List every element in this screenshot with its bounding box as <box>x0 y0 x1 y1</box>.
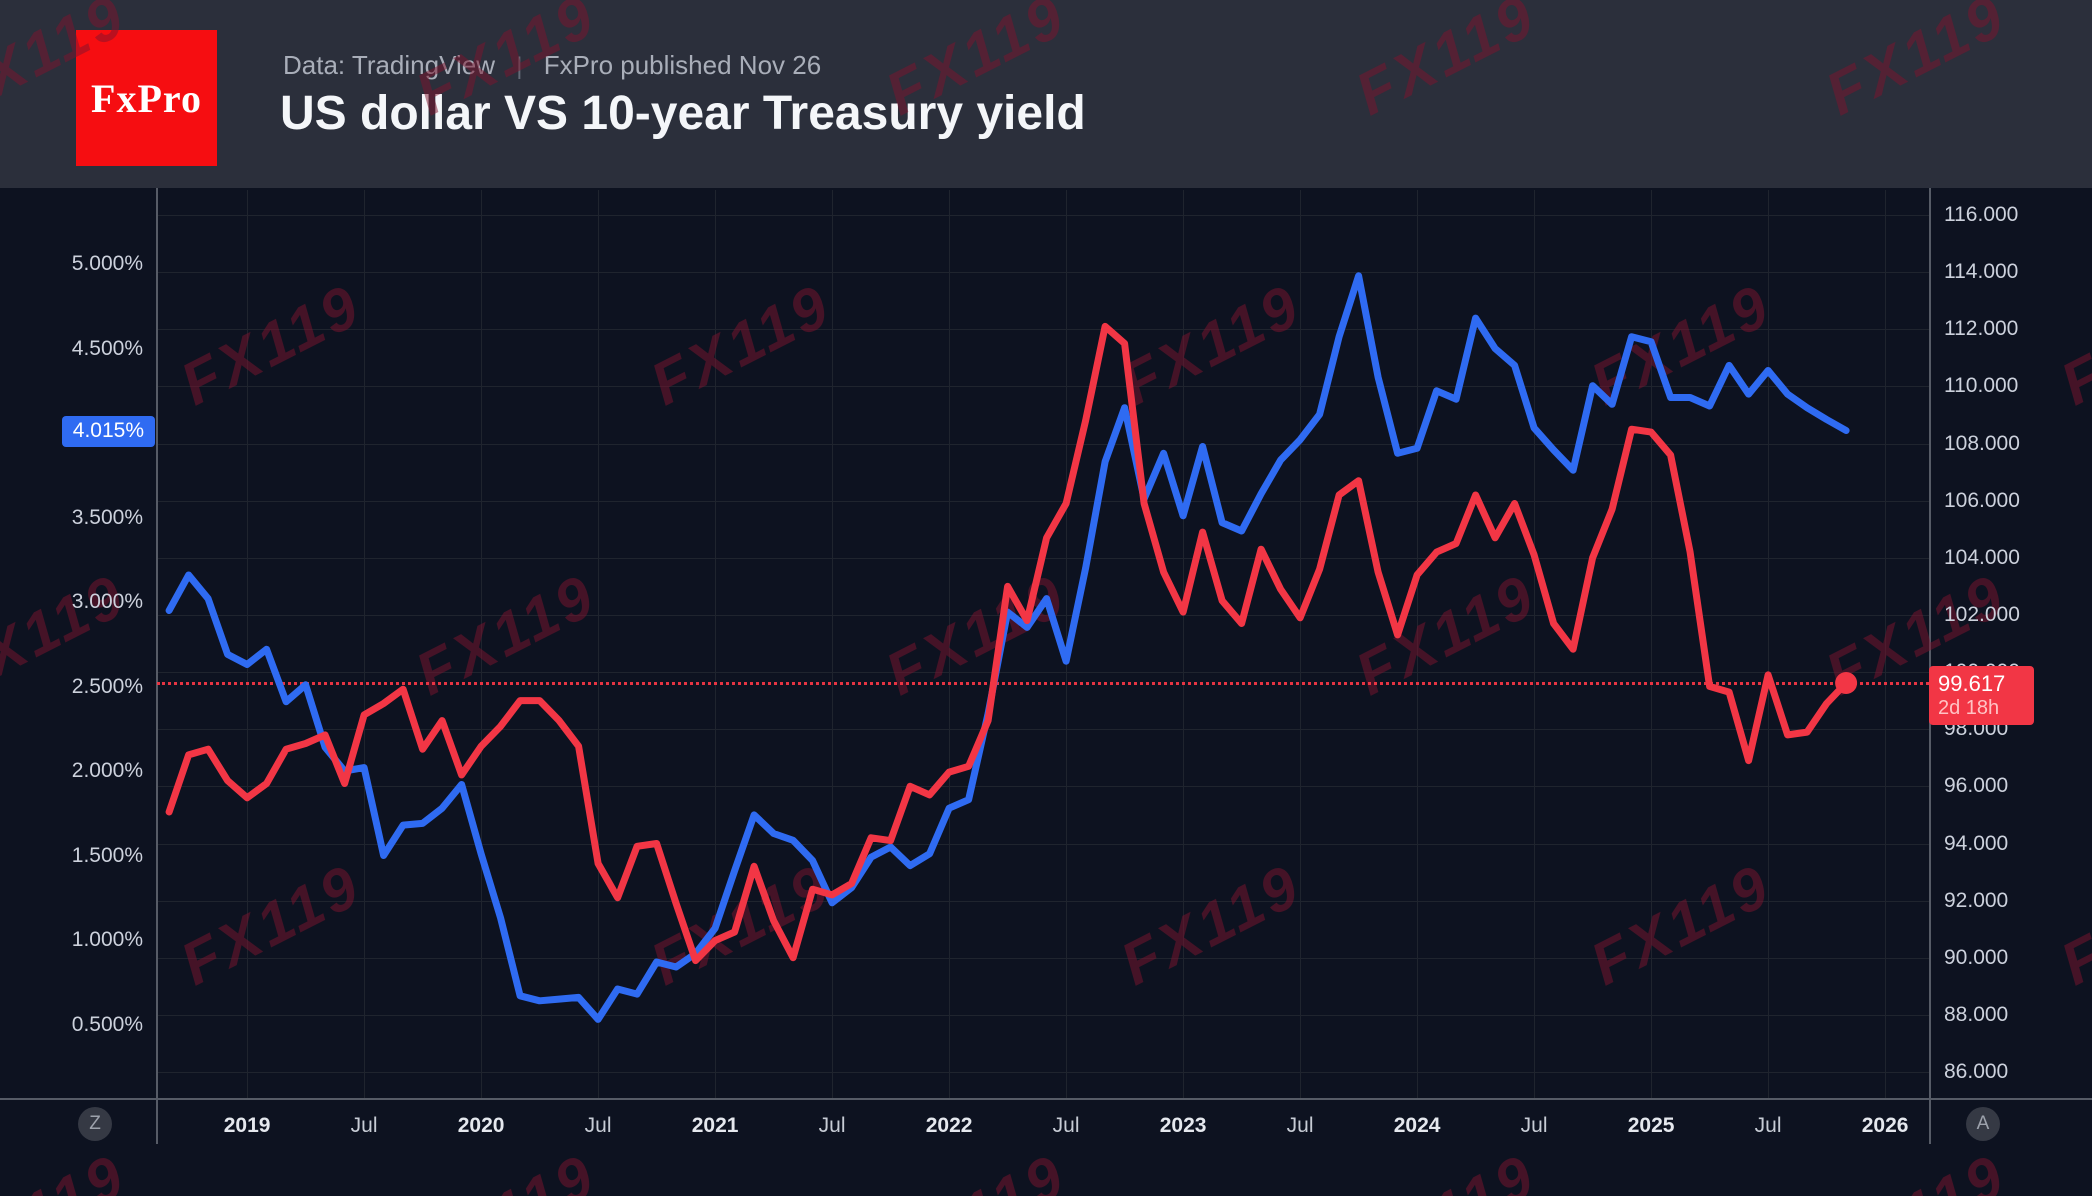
horizontal-gridline <box>157 386 1930 388</box>
right-axis-tick: 116.000 <box>1944 203 2019 226</box>
time-axis-line[interactable] <box>0 1098 2092 1100</box>
time-axis-tick: Jul <box>1052 1114 1080 1137</box>
vertical-gridline <box>1300 190 1302 1098</box>
current-price-dotted-line <box>157 681 1929 685</box>
right-axis-tick: 94.000 <box>1944 831 2009 855</box>
right-axis-tick: 112.000 <box>1944 317 2019 341</box>
last-price-dot <box>1835 672 1858 694</box>
vertical-gridline <box>247 190 249 1098</box>
vertical-gridline <box>1885 190 1887 1098</box>
vertical-gridline <box>715 190 717 1098</box>
right-axis-tick: 104.000 <box>1944 545 2020 569</box>
right-axis-tick: 114.000 <box>1944 260 2019 284</box>
horizontal-gridline <box>157 843 1930 845</box>
horizontal-gridline <box>157 672 1930 674</box>
right-axis-tick: 88.000 <box>1944 1002 2009 1026</box>
treasury-yield-line[interactable] <box>165 272 1850 1023</box>
separator: | <box>516 53 523 80</box>
zoom-reset-button-label: Z <box>89 1113 101 1134</box>
time-axis-tick: Jul <box>818 1114 846 1137</box>
right-axis-tick: 90.000 <box>1944 945 2009 969</box>
left-axis-tick: 0.500% <box>71 1012 143 1036</box>
vertical-gridline <box>364 190 366 1098</box>
right-axis-tick: 96.000 <box>1944 774 2009 798</box>
vertical-gridline <box>598 190 600 1098</box>
chart-title: US dollar VS 10-year Treasury yield <box>280 87 1086 140</box>
vertical-gridline <box>1534 190 1536 1098</box>
yield-current-price-value: 4.015% <box>72 419 144 442</box>
dxy-countdown: 2d 18h <box>1938 697 2000 719</box>
dollar-index-line[interactable] <box>165 322 1850 965</box>
left-axis-tick: 1.500% <box>71 843 143 867</box>
horizontal-gridline <box>157 443 1930 445</box>
vertical-gridline <box>1417 190 1419 1098</box>
time-axis-tick: Jul <box>1286 1114 1314 1137</box>
vertical-gridline <box>481 190 483 1098</box>
time-axis-tick: 2019 <box>223 1114 271 1137</box>
horizontal-gridline <box>157 1072 1930 1073</box>
right-axis-tick: 106.000 <box>1944 488 2020 512</box>
time-axis-tick: Jul <box>350 1114 378 1137</box>
right-axis-tick: 86.000 <box>1944 1060 2009 1083</box>
horizontal-gridline <box>157 614 1930 616</box>
time-axis-tick: Jul <box>1520 1114 1548 1137</box>
time-axis-tick: 2021 <box>691 1114 739 1137</box>
horizontal-gridline <box>157 215 1930 216</box>
right-axis-tick: 92.000 <box>1944 888 2009 912</box>
left-axis-tick: 5.000% <box>71 252 143 275</box>
left-axis-tick: 1.000% <box>71 928 143 951</box>
time-axis-tick: Jul <box>584 1114 612 1137</box>
horizontal-gridline <box>157 272 1930 274</box>
fxpro-logo-text: FxPro <box>91 75 202 121</box>
horizontal-gridline <box>157 500 1930 502</box>
horizontal-gridline <box>157 957 1930 959</box>
time-axis-tick: 2024 <box>1393 1114 1441 1137</box>
horizontal-gridline <box>157 729 1930 731</box>
horizontal-gridline <box>157 900 1930 902</box>
fxpro-logo: FxPro <box>76 30 217 166</box>
header-bar: FxPro Data: TradingView | FxPro publishe… <box>0 0 2092 188</box>
vertical-gridline <box>1768 190 1770 1098</box>
horizontal-gridline <box>157 1014 1930 1016</box>
left-axis-tick: 4.500% <box>71 336 143 360</box>
auto-scale-button[interactable]: A <box>1966 1107 2000 1141</box>
auto-scale-button-label: A <box>1976 1113 1990 1134</box>
left-axis-tick: 3.000% <box>71 590 143 613</box>
right-axis-tick: 110.000 <box>1944 374 2019 398</box>
published-text: FxPro published Nov 26 <box>543 50 822 80</box>
time-axis-tick: Jul <box>1754 1114 1782 1137</box>
dxy-current-price-value: 99.617 <box>1938 671 2006 696</box>
time-axis-tick: 2023 <box>1159 1114 1207 1137</box>
zoom-reset-button[interactable]: Z <box>78 1107 112 1141</box>
left-axis-tick: 2.500% <box>71 674 143 698</box>
right-axis-tick: 102.000 <box>1944 602 2020 626</box>
left-axis-tick: 2.000% <box>71 759 143 782</box>
yield-current-price-label: 4.015% <box>61 415 155 447</box>
time-axis-tick: 2025 <box>1627 1114 1675 1137</box>
time-axis-tick: 2026 <box>1861 1114 1909 1137</box>
left-axis-tick: 3.500% <box>71 505 143 529</box>
right-axis-tick: 108.000 <box>1944 431 2020 455</box>
vertical-gridline <box>1651 190 1653 1098</box>
left-price-axis-line[interactable] <box>156 188 158 1144</box>
time-axis-tick: 2022 <box>925 1114 973 1137</box>
time-axis-tick: 2020 <box>457 1114 505 1137</box>
horizontal-gridline <box>157 786 1930 788</box>
vertical-gridline <box>1183 190 1185 1098</box>
vertical-gridline <box>832 190 834 1098</box>
data-source-text: Data: TradingView <box>283 50 495 80</box>
horizontal-gridline <box>157 329 1930 331</box>
dxy-current-price-label: 99.617 2d 18h <box>1929 666 2034 725</box>
vertical-gridline <box>949 190 951 1098</box>
source-line: Data: TradingView | FxPro published Nov … <box>283 50 821 81</box>
